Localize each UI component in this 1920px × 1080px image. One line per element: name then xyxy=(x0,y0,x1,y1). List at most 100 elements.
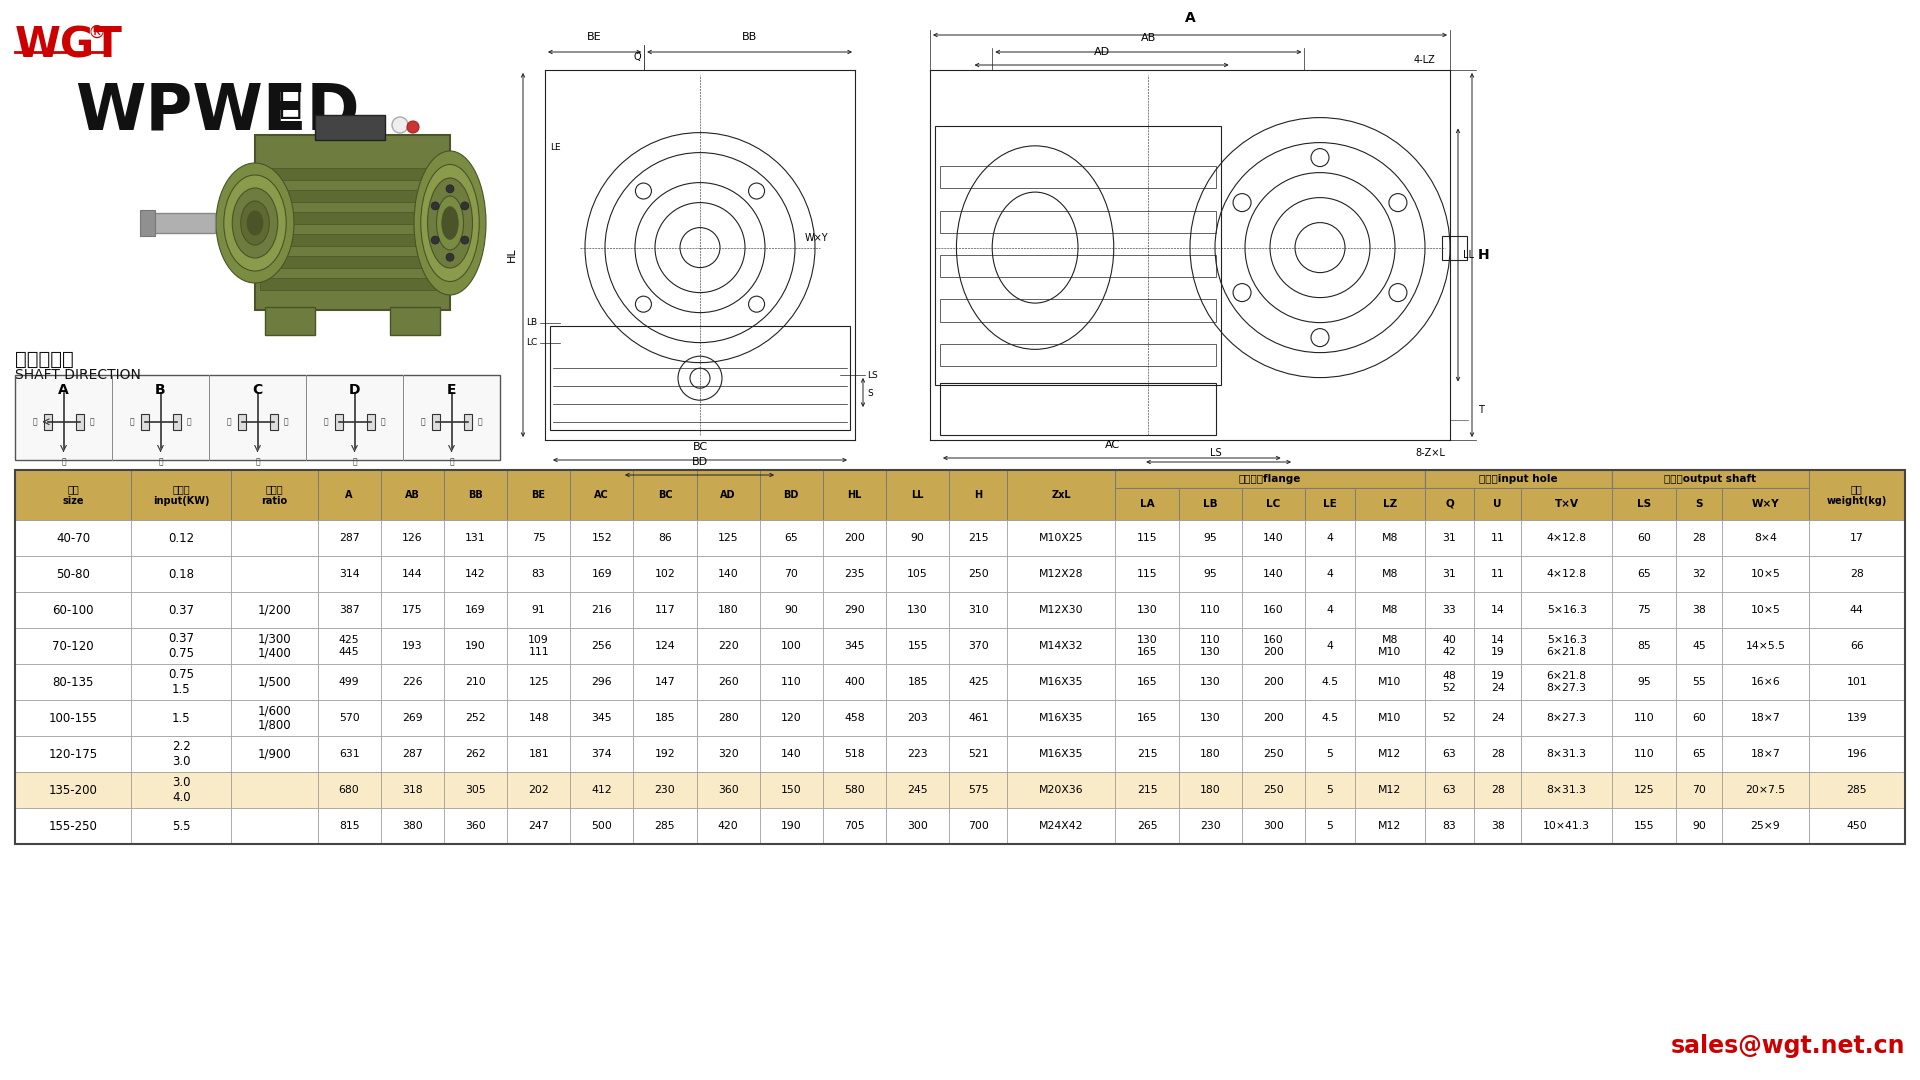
Text: D: D xyxy=(349,383,361,397)
Text: W×Y: W×Y xyxy=(804,232,829,243)
Text: 102: 102 xyxy=(655,569,676,579)
Text: 180: 180 xyxy=(1200,750,1221,759)
Bar xyxy=(1116,735,1179,772)
Text: 5×16.3
6×21.8: 5×16.3 6×21.8 xyxy=(1548,635,1586,657)
Bar xyxy=(230,470,317,488)
Bar xyxy=(697,627,760,664)
Text: 40-70: 40-70 xyxy=(56,531,90,544)
Text: 28: 28 xyxy=(1490,750,1505,759)
Text: 5: 5 xyxy=(1327,785,1332,795)
Bar xyxy=(1356,808,1425,843)
Text: M12: M12 xyxy=(1379,750,1402,759)
Text: 216: 216 xyxy=(591,605,612,615)
Text: 280: 280 xyxy=(718,713,739,723)
Circle shape xyxy=(445,253,453,261)
Text: 680: 680 xyxy=(338,785,359,795)
Bar xyxy=(1613,735,1676,772)
Bar xyxy=(1613,470,1809,488)
Bar xyxy=(1242,488,1306,519)
Bar xyxy=(15,772,131,808)
Bar xyxy=(1809,627,1905,664)
Bar xyxy=(1306,627,1356,664)
Bar xyxy=(259,168,445,180)
Bar xyxy=(1306,700,1356,735)
Text: 160: 160 xyxy=(1263,605,1284,615)
Bar xyxy=(885,627,948,664)
Text: 入功率
input(KW): 入功率 input(KW) xyxy=(154,484,209,505)
Text: 28: 28 xyxy=(1849,569,1864,579)
Bar xyxy=(760,556,824,592)
Bar xyxy=(317,808,380,843)
Bar xyxy=(15,470,1905,843)
Bar xyxy=(1306,488,1356,519)
Bar xyxy=(1809,772,1905,808)
Text: 250: 250 xyxy=(1263,785,1284,795)
Bar xyxy=(570,519,634,556)
Text: 0.37
0.75: 0.37 0.75 xyxy=(169,632,194,660)
Bar xyxy=(1008,592,1116,627)
Bar xyxy=(1425,488,1475,519)
Text: 8×4: 8×4 xyxy=(1755,534,1776,543)
Text: S: S xyxy=(1695,499,1703,509)
Text: 出力轴output shaft: 出力轴output shaft xyxy=(1665,474,1757,484)
Text: 44: 44 xyxy=(1849,605,1864,615)
Bar xyxy=(1242,470,1306,488)
Bar xyxy=(1425,808,1475,843)
Text: 180: 180 xyxy=(718,605,739,615)
Bar xyxy=(1116,664,1179,700)
Text: LE: LE xyxy=(549,143,561,152)
Text: 19
24: 19 24 xyxy=(1490,671,1505,692)
Text: 4: 4 xyxy=(1327,534,1332,543)
Bar xyxy=(1306,470,1356,488)
Text: LC: LC xyxy=(526,338,538,347)
Bar xyxy=(15,519,131,556)
Bar xyxy=(1356,519,1425,556)
Text: 152: 152 xyxy=(591,534,612,543)
Bar xyxy=(824,808,885,843)
Text: 38: 38 xyxy=(1490,821,1505,831)
Bar xyxy=(317,470,380,488)
Bar xyxy=(1179,735,1242,772)
Text: 8×31.3: 8×31.3 xyxy=(1548,785,1586,795)
Bar xyxy=(885,470,948,519)
Text: BD: BD xyxy=(691,457,708,467)
Text: 458: 458 xyxy=(845,713,864,723)
Text: 705: 705 xyxy=(845,821,864,831)
Text: 126: 126 xyxy=(401,534,422,543)
Text: 48
52: 48 52 xyxy=(1442,671,1457,692)
Text: 90: 90 xyxy=(910,534,925,543)
Bar xyxy=(1116,592,1179,627)
Bar xyxy=(15,735,131,772)
Text: 202: 202 xyxy=(528,785,549,795)
Text: 出: 出 xyxy=(33,417,38,427)
Bar xyxy=(697,772,760,808)
Bar xyxy=(1008,700,1116,735)
Text: 入: 入 xyxy=(61,457,65,465)
Text: 262: 262 xyxy=(465,750,486,759)
Text: 4: 4 xyxy=(1327,569,1332,579)
Text: WGT: WGT xyxy=(15,25,123,67)
Bar xyxy=(444,556,507,592)
Bar xyxy=(1356,772,1425,808)
Text: 0.12: 0.12 xyxy=(169,531,194,544)
Text: M8
M10: M8 M10 xyxy=(1379,635,1402,657)
Bar xyxy=(1356,470,1425,488)
Bar xyxy=(1809,519,1905,556)
Bar xyxy=(317,470,380,519)
Text: 226: 226 xyxy=(401,677,422,687)
Bar xyxy=(1425,519,1475,556)
Text: 175: 175 xyxy=(401,605,422,615)
Bar xyxy=(265,307,315,335)
Text: 140: 140 xyxy=(1263,569,1284,579)
Text: HL: HL xyxy=(847,490,862,500)
Bar xyxy=(760,627,824,664)
Bar xyxy=(1676,735,1722,772)
Text: 75: 75 xyxy=(532,534,545,543)
Bar xyxy=(1242,735,1306,772)
Bar xyxy=(1306,735,1356,772)
Text: 0.37: 0.37 xyxy=(169,604,194,617)
Bar xyxy=(1242,556,1306,592)
Text: 125: 125 xyxy=(528,677,549,687)
Text: 10×5: 10×5 xyxy=(1751,569,1780,579)
Text: A: A xyxy=(346,490,353,500)
